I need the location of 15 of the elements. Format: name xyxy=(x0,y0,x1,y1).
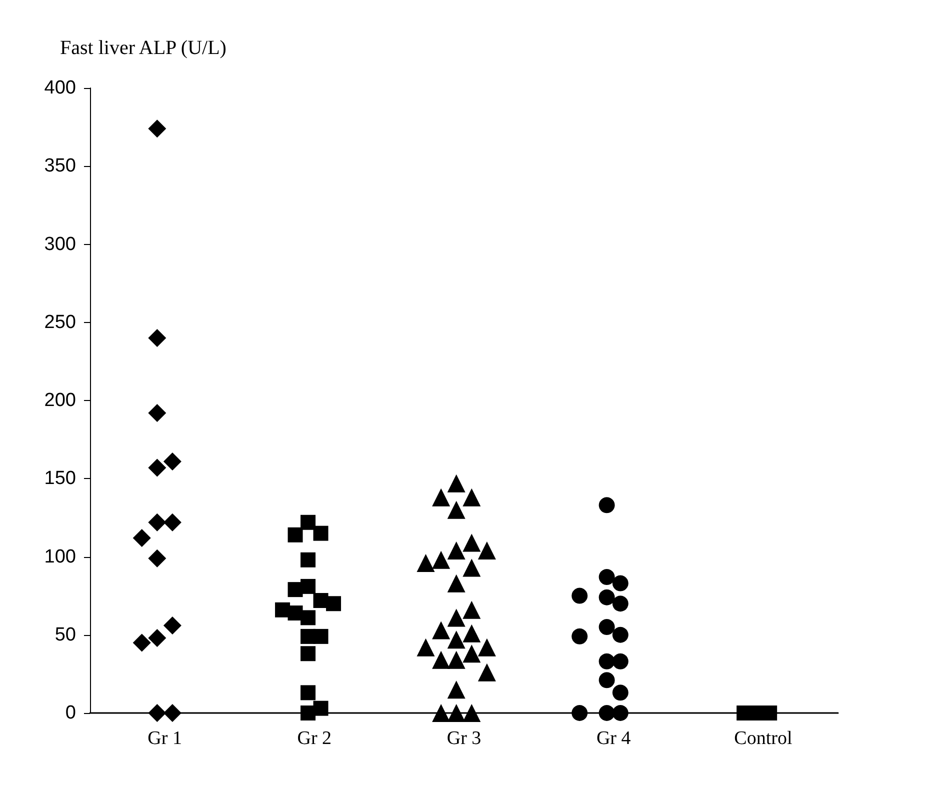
x-tick-label: Gr 3 xyxy=(446,728,482,749)
y-tick-label: 50 xyxy=(54,624,76,646)
y-axis-title: Fast liver ALP (U/L) xyxy=(60,37,226,59)
y-tick-label: 250 xyxy=(44,312,76,333)
y-tick-label: 200 xyxy=(44,390,76,411)
x-tick-label: Control xyxy=(734,728,792,749)
y-tick-label: 350 xyxy=(44,156,76,177)
x-tick-label: Gr 4 xyxy=(596,728,632,749)
y-tick-label: 300 xyxy=(44,234,76,255)
y-tick-label: 150 xyxy=(44,468,76,490)
y-tick-label: 400 xyxy=(44,78,76,98)
x-tick-label: Gr 2 xyxy=(297,728,332,749)
y-tick-label: 0 xyxy=(65,702,76,724)
x-tick-label: Gr 1 xyxy=(148,728,182,749)
y-tick-label: 100 xyxy=(44,546,76,568)
